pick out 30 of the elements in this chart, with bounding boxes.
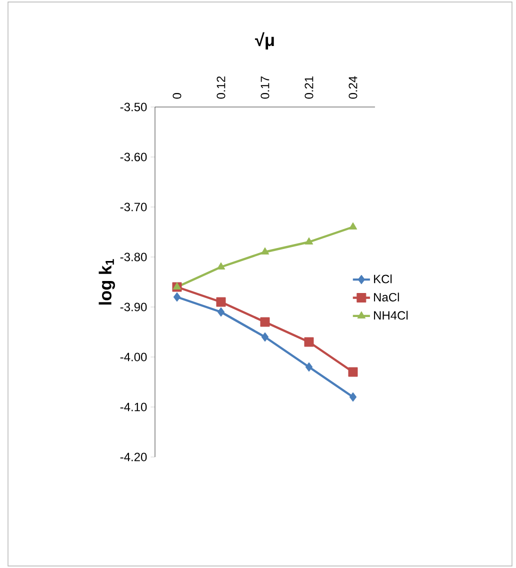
y-tick-label: -3.70 [120,202,147,212]
y-tick-label: -4.00 [120,352,147,362]
y-tick-label: -3.50 [120,102,147,112]
point [260,247,270,255]
legend-label: NH4Cl [374,310,408,320]
point [304,337,314,347]
legend-label: KCl [374,274,392,284]
point [348,222,358,230]
x-tick-label: 0 [172,92,182,99]
point [304,237,314,245]
point [216,297,226,307]
y-tick-label: -3.90 [120,302,147,312]
x-tick-label: 0.17 [260,76,270,99]
x-tick-label: 0.12 [216,76,226,99]
point [173,292,181,302]
x-tick-label: 0.21 [304,76,314,99]
point [261,332,269,342]
point [260,317,270,327]
y-tick-label: -4.20 [120,452,147,462]
chart-title: √μ [254,32,274,50]
point [349,392,357,402]
legend-label: NaCl [374,292,399,302]
point [305,362,313,372]
y-tick-label: -4.10 [120,402,147,412]
point [348,367,358,377]
y-tick-label: -3.80 [120,252,147,262]
x-tick-label: 0.24 [348,76,358,99]
y-tick-label: -3.60 [120,152,147,162]
point [217,307,225,317]
y-axis-title: log k$_{1}$ [98,259,115,305]
